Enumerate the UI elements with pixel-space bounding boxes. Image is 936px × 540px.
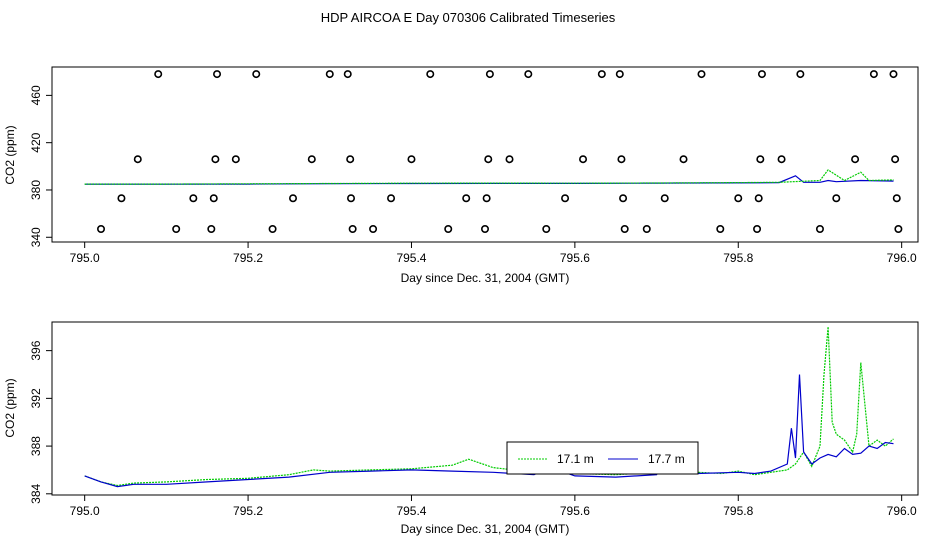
y-tick-label: 396 — [29, 340, 43, 360]
calibration-point — [213, 70, 222, 79]
calibration-point — [617, 155, 626, 164]
calibration-point — [832, 194, 841, 203]
top-panel: 795.0 795.2 795.4 795.6 795.8 796.0 340 380 420… — [3, 66, 919, 285]
calibration-point — [619, 194, 628, 203]
calibration-point — [524, 70, 533, 79]
bottom-plot-frame — [51, 321, 919, 496]
legend-label-17-1-m: 17.1 m — [557, 452, 594, 466]
bottom-x-axis-label: Day since Dec. 31, 2004 (GMT) — [401, 522, 570, 536]
calibration-point — [642, 224, 651, 233]
calibration-point — [172, 224, 181, 233]
calibration-point — [347, 194, 356, 203]
calibration-point — [325, 70, 334, 79]
x-tick-label: 795.6 — [560, 251, 590, 265]
calibration-point — [268, 224, 277, 233]
calibration-point — [697, 70, 706, 79]
x-tick-label: 795.2 — [233, 251, 263, 265]
y-tick-label: 460 — [29, 85, 43, 105]
chart-title: HDP AIRCOA E Day 070306 Calibrated Times… — [321, 10, 616, 25]
calibration-point — [480, 224, 489, 233]
x-tick-label: 795.4 — [396, 504, 426, 518]
calibration-point — [387, 194, 396, 203]
x-tick-label: 796.0 — [887, 504, 917, 518]
calibration-point — [348, 224, 357, 233]
calibration-point — [620, 224, 629, 233]
calibration-point — [757, 70, 766, 79]
calibration-point — [561, 194, 570, 203]
calibration-point — [660, 194, 669, 203]
calibration-point — [133, 155, 142, 164]
top-y-axis-label: CO2 (ppm) — [3, 125, 17, 184]
y-tick-label: 392 — [29, 388, 43, 408]
y-tick-label: 384 — [29, 483, 43, 503]
calibration-point — [815, 224, 824, 233]
calibration-point — [777, 155, 786, 164]
calibration-point — [117, 194, 126, 203]
calibration-point — [407, 155, 416, 164]
calibration-point — [894, 224, 903, 233]
calibration-point — [252, 70, 261, 79]
calibration-point — [851, 155, 860, 164]
calibration-point — [289, 194, 298, 203]
calibration-point — [444, 224, 453, 233]
calibration-point — [597, 70, 606, 79]
bottom-panel: 795.0 795.2 795.4 795.6 795.8 796.0 384 388 392… — [3, 321, 919, 536]
calibration-point — [753, 224, 762, 233]
x-tick-label: 796.0 — [887, 251, 917, 265]
top-plot-frame — [51, 66, 919, 243]
calibration-point — [891, 155, 900, 164]
y-tick-label: 380 — [29, 180, 43, 200]
calibration-point — [482, 194, 491, 203]
calibration-point — [796, 70, 805, 79]
calibration-point — [756, 155, 765, 164]
legend: 17.1 m 17.7 m — [506, 441, 699, 475]
top-x-axis-label: Day since Dec. 31, 2004 (GMT) — [401, 271, 570, 285]
calibration-point — [889, 70, 898, 79]
series-line-green — [84, 169, 894, 185]
calibration-point — [343, 70, 352, 79]
series-line-17-7-m — [84, 374, 894, 488]
calibration-point — [154, 70, 163, 79]
legend-label-17-7-m: 17.7 m — [648, 452, 685, 466]
bottom-y-axis-label: CO2 (ppm) — [3, 378, 17, 437]
x-tick-label: 795.0 — [70, 504, 100, 518]
calibration-point — [615, 70, 624, 79]
y-tick-label: 388 — [29, 436, 43, 456]
calibration-point — [892, 194, 901, 203]
x-tick-label: 795.2 — [233, 504, 263, 518]
x-tick-label: 795.0 — [70, 251, 100, 265]
x-tick-label: 795.4 — [396, 251, 426, 265]
series-line-17-1-m — [84, 326, 894, 487]
calibration-point — [207, 224, 216, 233]
calibration-point — [426, 70, 435, 79]
y-tick-label: 420 — [29, 132, 43, 152]
calibration-point — [231, 155, 240, 164]
calibration-point — [484, 155, 493, 164]
calibration-point — [346, 155, 355, 164]
calibration-point — [754, 194, 763, 203]
calibration-point — [209, 194, 218, 203]
x-tick-label: 795.6 — [560, 504, 590, 518]
x-tick-label: 795.8 — [723, 504, 753, 518]
calibration-point — [505, 155, 514, 164]
calibration-point — [579, 155, 588, 164]
calibration-point — [869, 70, 878, 79]
x-tick-label: 795.8 — [723, 251, 753, 265]
calibration-point — [97, 224, 106, 233]
calibration-point — [462, 194, 471, 203]
calibration-point — [485, 70, 494, 79]
calibration-point — [734, 194, 743, 203]
calibration-point — [369, 224, 378, 233]
calibration-point — [189, 194, 198, 203]
legend-box — [506, 441, 699, 475]
y-tick-label: 340 — [29, 227, 43, 247]
calibration-point — [542, 224, 551, 233]
calibration-point — [679, 155, 688, 164]
calibration-point — [307, 155, 316, 164]
calibration-point — [716, 224, 725, 233]
calibration-point — [211, 155, 220, 164]
